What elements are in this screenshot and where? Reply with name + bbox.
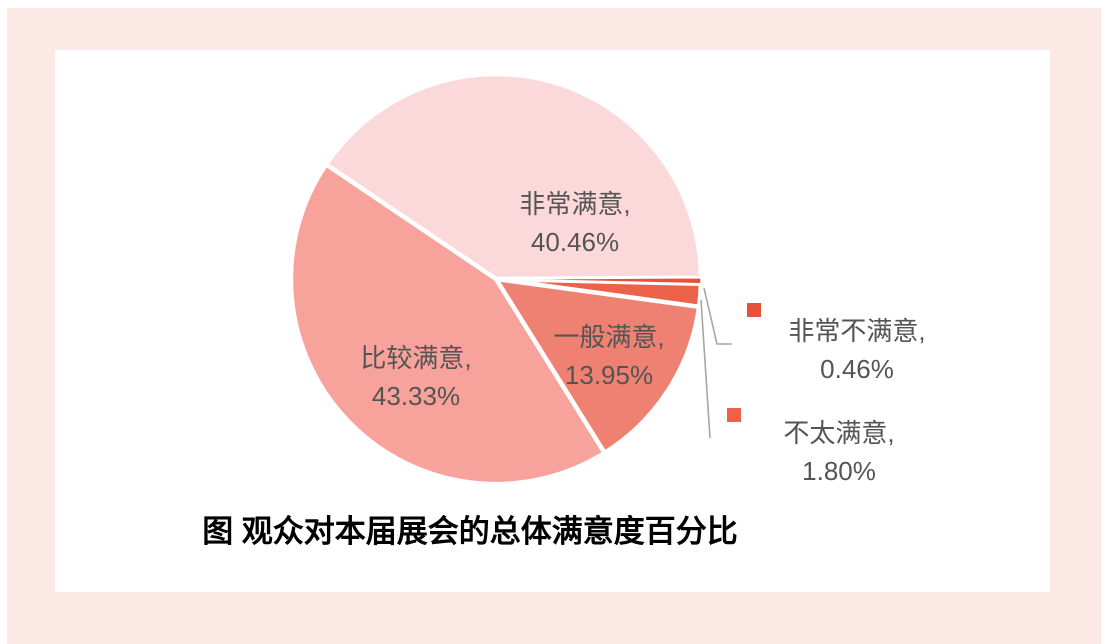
pie-slice-0[interactable] — [323, 71, 704, 282]
legend-marker-very-dissatisfied-icon — [747, 303, 761, 317]
pie-slice-4[interactable] — [288, 162, 607, 487]
pie-chart — [288, 71, 732, 487]
slice-label-value: 1.80% — [802, 456, 876, 486]
slice-label-text: 非常满意, — [519, 189, 631, 219]
pie-slice-1[interactable] — [495, 277, 702, 285]
slice-label-value: 0.46% — [820, 354, 894, 384]
slice-label-very-dissatisfied: 非常不满意, 0.46% — [788, 312, 925, 388]
slice-label-value: 13.95% — [564, 360, 654, 390]
slice-label-text: 不太满意, — [783, 418, 895, 448]
slice-label-generally-satisfied: 一般满意, 13.95% — [553, 318, 664, 394]
leader-line-not-too-satisfied — [700, 299, 711, 439]
legend-marker-not-too-satisfied-icon — [727, 408, 741, 422]
slice-label-text: 比较满意, — [360, 343, 472, 373]
slice-label-text: 一般满意, — [553, 322, 665, 352]
slice-label-text: 非常不满意, — [788, 316, 926, 346]
slice-label-value: 40.46% — [530, 227, 620, 257]
leader-line-very-dissatisfied — [703, 287, 732, 345]
pie-slice-3[interactable] — [493, 276, 702, 456]
slice-label-not-too-satisfied: 不太满意, 1.80% — [783, 414, 894, 490]
chart-card: 非常满意, 40.46% 比较满意, 43.33% 一般满意, 13.95% 非… — [55, 50, 1050, 592]
slice-label-very-satisfied: 非常满意, 40.46% — [519, 185, 630, 261]
chart-title: 图 观众对本届展会的总体满意度百分比 — [202, 514, 738, 549]
slice-label-fairly-satisfied: 比较满意, 43.33% — [360, 339, 471, 415]
slice-label-value: 43.33% — [371, 381, 461, 411]
